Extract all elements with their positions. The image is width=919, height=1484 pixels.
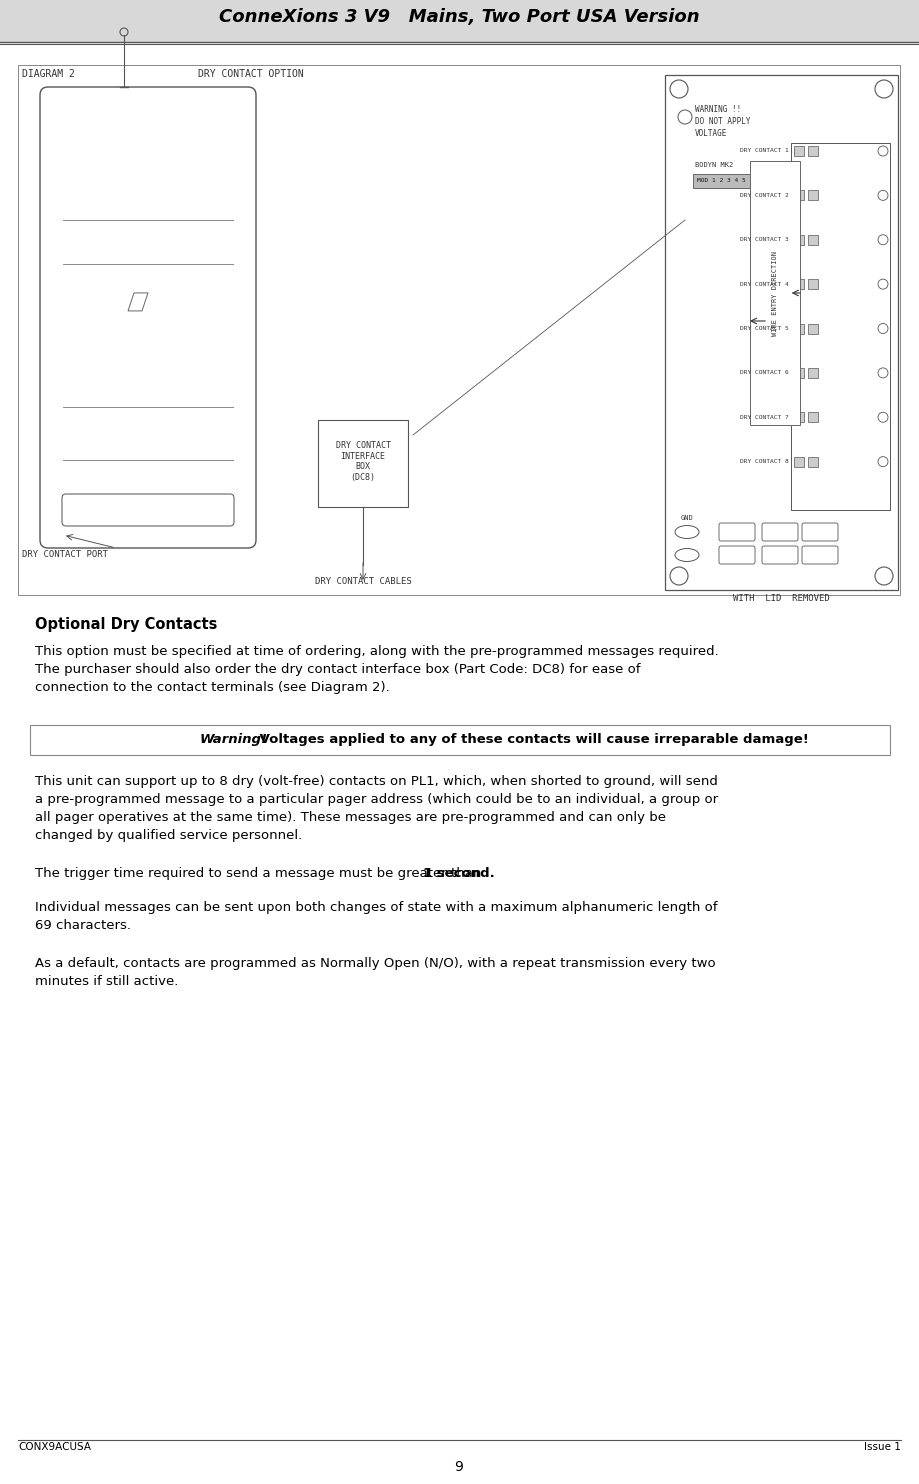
Text: As a default, contacts are programmed as Normally Open (N/O), with a repeat tran: As a default, contacts are programmed as… (35, 957, 716, 988)
FancyBboxPatch shape (762, 522, 798, 542)
Text: DRY CONTACT OPTION: DRY CONTACT OPTION (198, 68, 304, 79)
FancyBboxPatch shape (802, 546, 838, 564)
Text: 9: 9 (455, 1460, 463, 1474)
Text: DRY CONTACT 4: DRY CONTACT 4 (740, 282, 789, 286)
Bar (665, 76, 898, 591)
FancyBboxPatch shape (719, 546, 755, 564)
Bar (794, 368, 804, 378)
Text: 1 second.: 1 second. (423, 867, 494, 880)
Bar (693, 174, 763, 188)
FancyBboxPatch shape (802, 522, 838, 542)
FancyBboxPatch shape (762, 546, 798, 564)
Bar (794, 457, 804, 466)
Text: Warning!: Warning! (200, 733, 268, 746)
Bar (794, 324, 804, 334)
Bar (794, 413, 804, 423)
Text: Optional Dry Contacts: Optional Dry Contacts (35, 617, 218, 632)
Bar (808, 279, 818, 289)
Text: DRY CONTACT 3: DRY CONTACT 3 (740, 237, 789, 242)
Text: The trigger time required to send a message must be greater than: The trigger time required to send a mess… (35, 867, 485, 880)
Text: DRY CONTACT PORT: DRY CONTACT PORT (22, 551, 108, 559)
Text: DRY CONTACT 2: DRY CONTACT 2 (740, 193, 789, 197)
Bar (808, 145, 818, 156)
Text: MOD 1 2 3 4 5: MOD 1 2 3 4 5 (697, 178, 745, 184)
Bar (750, 160, 800, 424)
Text: WIRE ENTRY DIRECTION: WIRE ENTRY DIRECTION (772, 251, 778, 335)
Bar (808, 234, 818, 245)
Text: DRY CONTACT 8: DRY CONTACT 8 (740, 459, 789, 464)
Text: DRY CONTACT 6: DRY CONTACT 6 (740, 371, 789, 375)
Text: DRY CONTACT 7: DRY CONTACT 7 (740, 414, 789, 420)
Text: DRY CONTACT CABLES: DRY CONTACT CABLES (314, 577, 412, 586)
FancyBboxPatch shape (719, 522, 755, 542)
Text: This unit can support up to 8 dry (volt-free) contacts on PL1, which, when short: This unit can support up to 8 dry (volt-… (35, 775, 718, 841)
Text: WARNING !!
DO NOT APPLY
VOLTAGE: WARNING !! DO NOT APPLY VOLTAGE (695, 105, 751, 138)
Text: CONX9ACUSA: CONX9ACUSA (18, 1442, 91, 1451)
Text: BODYN MK2: BODYN MK2 (695, 162, 733, 168)
Text: DRY CONTACT 5: DRY CONTACT 5 (740, 326, 789, 331)
Bar (808, 368, 818, 378)
Text: This option must be specified at time of ordering, along with the pre-programmed: This option must be specified at time of… (35, 646, 719, 695)
Bar (808, 413, 818, 423)
Bar (794, 145, 804, 156)
Text: Voltages applied to any of these contacts will cause irreparable damage!: Voltages applied to any of these contact… (255, 733, 809, 746)
Bar (0, 0, 919, 42)
Text: DIAGRAM 2: DIAGRAM 2 (22, 68, 74, 79)
Bar (808, 457, 818, 466)
Bar (808, 324, 818, 334)
Bar (791, 142, 890, 510)
Text: DRY CONTACT 1: DRY CONTACT 1 (740, 148, 789, 153)
FancyBboxPatch shape (62, 494, 234, 525)
Bar (794, 234, 804, 245)
Text: DRY CONTACT
INTERFACE
BOX
(DC8): DRY CONTACT INTERFACE BOX (DC8) (335, 441, 391, 482)
Text: Issue 1: Issue 1 (864, 1442, 901, 1451)
Text: ConneXions 3 V9   Mains, Two Port USA Version: ConneXions 3 V9 Mains, Two Port USA Vers… (219, 7, 699, 27)
Bar (18, 65, 900, 595)
FancyBboxPatch shape (40, 88, 256, 548)
Bar (30, 726, 890, 755)
Bar (318, 420, 408, 508)
Text: WITH  LID  REMOVED: WITH LID REMOVED (733, 594, 830, 603)
Bar (794, 279, 804, 289)
Text: Individual messages can be sent upon both changes of state with a maximum alphan: Individual messages can be sent upon bot… (35, 901, 718, 932)
Text: GND: GND (681, 515, 693, 521)
Bar (794, 190, 804, 200)
Bar (808, 190, 818, 200)
